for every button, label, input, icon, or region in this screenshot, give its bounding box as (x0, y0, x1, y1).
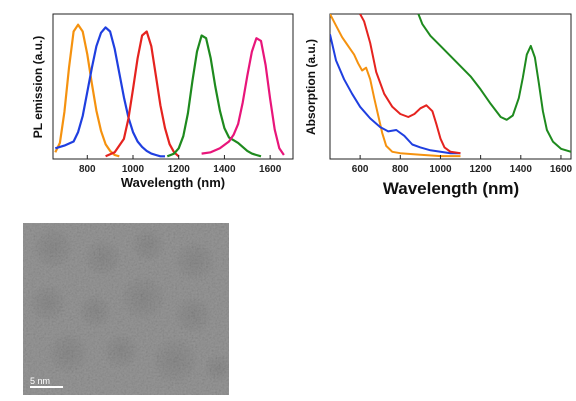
abs-y-axis-label: Absorption (a.u.) (304, 39, 318, 135)
tem-grain (23, 223, 229, 395)
abs-x-tick-label: 1000 (429, 164, 452, 175)
pl-series-line-1 (54, 23, 120, 158)
pl-series-line-2 (54, 26, 165, 158)
pl-x-tick-label: 800 (79, 164, 96, 175)
tem-image: 5 nm (23, 223, 229, 395)
pl-x-tick-label: 1000 (122, 164, 145, 175)
pl-x-axis-label: Wavelength (nm) (121, 175, 225, 190)
abs-x-tick-label: 800 (392, 164, 409, 175)
abs-x-axis-label: Wavelength (nm) (383, 179, 519, 198)
abs-x-tick-label: 1600 (550, 164, 573, 175)
pl-tick-layer: 800 1000 1200 1400 1600 (79, 155, 282, 175)
scale-bar-label: 5 nm (30, 376, 50, 386)
pl-y-axis-label: PL emission (a.u.) (31, 36, 45, 138)
abs-series-line-2 (330, 34, 461, 155)
pl-x-tick-label: 1200 (168, 164, 191, 175)
pl-series-line-5 (201, 37, 285, 156)
abs-series-line-3 (359, 14, 461, 155)
pl-series-line-3 (105, 30, 180, 158)
abs-tick-layer: 600 800 1000 1200 1400 1600 (352, 155, 573, 175)
absorption-chart: 600 800 1000 1200 1400 1600 Wavelength (nm) A… (304, 13, 573, 198)
abs-x-tick-label: 1400 (510, 164, 533, 175)
pl-x-tick-label: 1600 (259, 164, 282, 175)
abs-x-tick-label: 1200 (470, 164, 493, 175)
pl-series-line-4 (166, 34, 262, 158)
pl-plot-frame (52, 13, 294, 160)
pl-emission-chart: 800 1000 1200 1400 1600 Wavelength (nm) PL e… (31, 13, 294, 190)
abs-series-line-4 (417, 14, 571, 153)
abs-series-layer (330, 14, 571, 158)
abs-plot-frame (329, 13, 572, 160)
abs-x-tick-label: 600 (352, 164, 369, 175)
pl-x-tick-label: 1400 (213, 164, 236, 175)
abs-series-line-1 (330, 14, 461, 158)
pl-series-layer (54, 23, 285, 158)
